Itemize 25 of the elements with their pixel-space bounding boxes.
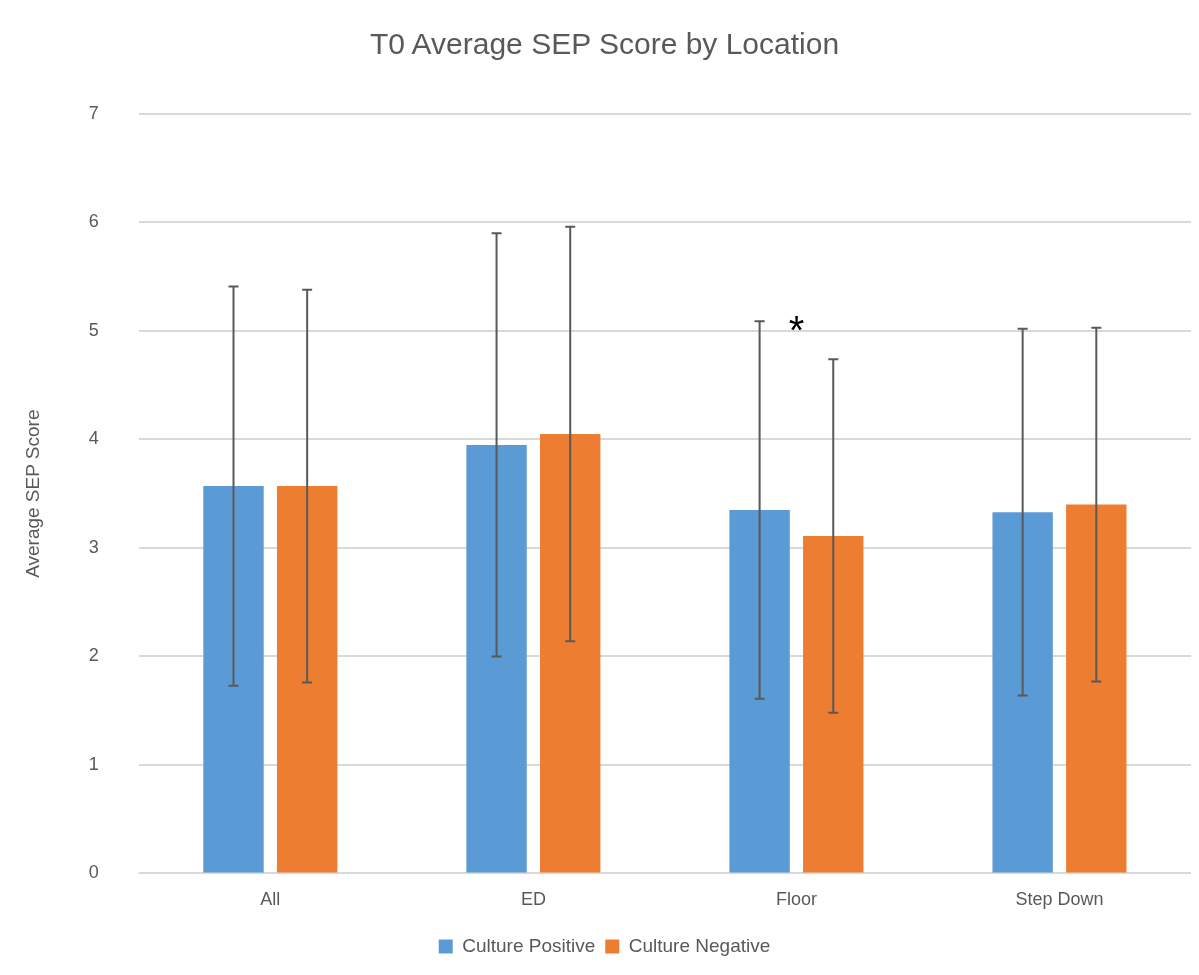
- annotation: *: [788, 308, 805, 353]
- bar: [466, 444, 527, 873]
- bar: [276, 486, 338, 873]
- x-tick-label: Floor: [775, 889, 817, 910]
- y-axis-title: Average SEP Score: [21, 409, 43, 578]
- legend-label: Culture Negative: [628, 934, 771, 956]
- bar: [540, 434, 601, 873]
- y-tick-label: 4: [88, 428, 99, 449]
- y-tick-label: 3: [88, 536, 99, 557]
- bar: [992, 512, 1053, 873]
- y-tick-label: 0: [88, 862, 99, 883]
- x-tick-label: All: [260, 889, 281, 910]
- bar: [203, 486, 264, 873]
- bar: [803, 536, 864, 873]
- y-tick-label: 1: [88, 753, 99, 774]
- x-tick-label: Step Down: [1015, 889, 1104, 910]
- y-tick-label: 2: [88, 645, 99, 666]
- y-tick-label: 7: [88, 102, 99, 123]
- chart-title: T0 Average SEP Score by Location: [369, 27, 840, 61]
- bar: [729, 509, 790, 873]
- y-tick-label: 6: [88, 211, 99, 232]
- bar: [1066, 504, 1127, 873]
- x-tick-label: ED: [520, 889, 546, 910]
- y-tick-label: 5: [88, 319, 99, 340]
- legend-label: Culture Positive: [462, 934, 596, 956]
